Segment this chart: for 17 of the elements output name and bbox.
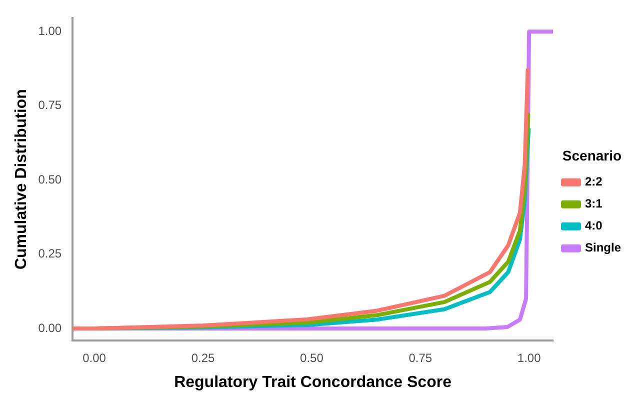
- y-tick-label: 1.00: [38, 24, 62, 38]
- legend-label: 4:0: [584, 218, 603, 233]
- y-tick-label: 0.50: [38, 172, 62, 186]
- y-tick-label: 0.25: [38, 246, 62, 261]
- x-tick-label: 0.00: [82, 350, 106, 365]
- legend-label: 2:2: [584, 174, 603, 189]
- y-axis-title: Cumulative Distribution: [13, 89, 30, 270]
- x-tick-label: 1.00: [517, 350, 542, 365]
- legend-label: Single: [584, 240, 622, 255]
- legend-title: Scenario: [562, 147, 622, 164]
- x-tick-label: 0.25: [191, 350, 215, 365]
- legend-label: 3:1: [584, 196, 603, 211]
- x-tick-label: 0.75: [408, 350, 432, 365]
- y-tick-label: 0.75: [38, 98, 62, 112]
- x-axis-title: Regulatory Trait Concordance Score: [174, 374, 452, 391]
- y-tick-label: 0.00: [38, 320, 62, 335]
- x-tick-label: 0.50: [300, 350, 324, 365]
